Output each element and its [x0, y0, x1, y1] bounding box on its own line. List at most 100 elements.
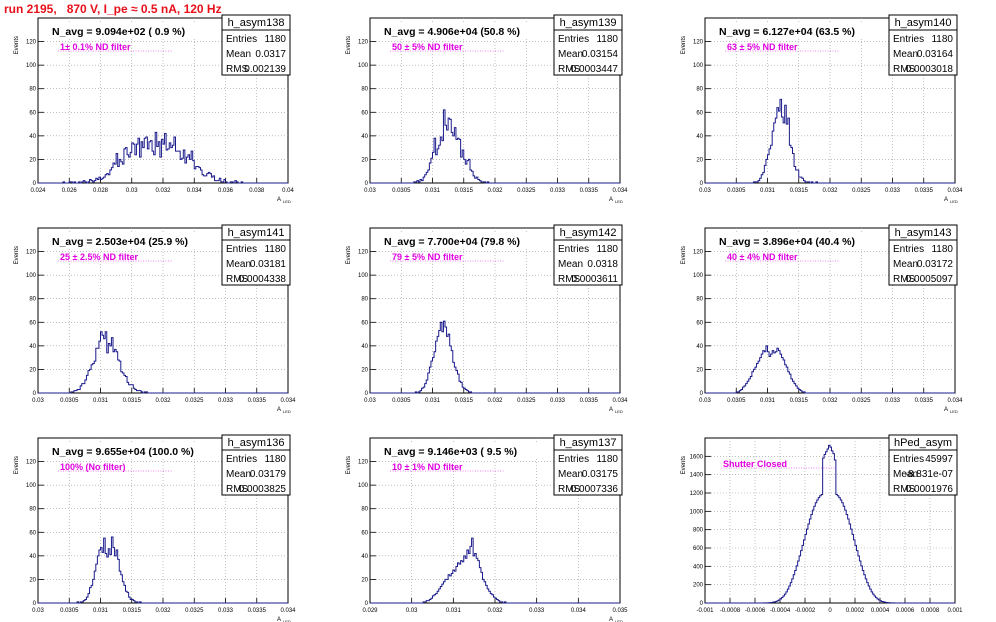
x-axis-label: A: [944, 407, 948, 413]
histogram-name: h_asym139: [560, 17, 617, 29]
n-avg-box: [378, 234, 538, 248]
x-tick-label: 0.0335: [248, 398, 267, 404]
histogram-series: [370, 109, 620, 184]
stats-value: 0.0001976: [906, 484, 954, 495]
y-tick-label: 600: [693, 546, 704, 552]
filter-label: 50 ± 5% ND filter: [392, 42, 463, 52]
y-tick-label: 40: [29, 554, 36, 560]
y-tick-label: 0: [700, 391, 704, 397]
x-tick-label: 0.03: [364, 188, 376, 194]
histogram-name: h_asym137: [560, 437, 617, 449]
histogram-panel-h_asym141: 0.03 0.0305 0.031 0.0315 0.032 0.0325 0.033 0.0…: [14, 224, 296, 414]
stats-value: 1180: [596, 34, 618, 45]
histogram-series: [38, 331, 288, 394]
y-axis-label: Events: [14, 456, 20, 474]
y-tick-label: 20: [361, 157, 368, 163]
y-tick-label: 1600: [690, 454, 704, 460]
x-axis-label: A: [277, 617, 281, 622]
n-avg-label: N_avg = 7.700e+04 (79.8 %): [384, 236, 520, 248]
stats-label: Mean: [226, 259, 251, 270]
stats-value: 0.03181: [250, 259, 287, 270]
x-tick-label: -0.0004: [770, 608, 791, 614]
x-tick-label: 0.033: [550, 398, 566, 404]
stats-value: 0.0317: [255, 49, 286, 60]
stats-value: 0.03172: [917, 259, 954, 270]
stats-label: Entries: [558, 34, 589, 45]
stats-label: RMS: [893, 484, 916, 495]
stats-value: 1180: [596, 244, 618, 255]
y-tick-label: 400: [693, 564, 704, 570]
y-tick-label: 40: [361, 134, 368, 140]
histogram-series: [705, 98, 955, 184]
x-tick-label: -0.001: [696, 608, 714, 614]
histogram-panel-h_asym143: 0.03 0.0305 0.031 0.0315 0.032 0.0325 0.033 0.0…: [681, 224, 963, 414]
n-avg-box: [378, 444, 538, 458]
stats-box: [553, 434, 623, 496]
n-avg-box: [46, 234, 206, 248]
x-tick-label: 0.03: [364, 398, 376, 404]
histogram-panel-h_asym137: 0.029 0.03 0.031 0.032 0.033 0.034 0.035 0 20 40 6…: [346, 434, 628, 622]
x-tick-label: -0.0006: [745, 608, 766, 614]
stats-value: 0.03154: [582, 49, 619, 60]
y-tick-label: 120: [358, 250, 369, 256]
histogram-series: [38, 536, 288, 604]
filter-label: 100% (No filter): [60, 462, 126, 472]
x-axis-label: A: [609, 617, 613, 622]
y-axis-label: Events: [681, 36, 687, 54]
x-tick-label: 0.0315: [790, 188, 809, 194]
x-axis-label: A: [609, 407, 613, 413]
x-tick-label: 0.034: [187, 188, 203, 194]
stats-value: 45997: [925, 454, 953, 465]
x-tick-label: 0.034: [571, 608, 587, 614]
y-tick-label: 60: [29, 110, 36, 116]
histogram-panel-h_asym136: 0.03 0.0305 0.031 0.0315 0.032 0.0325 0.033 0.0…: [14, 434, 296, 622]
y-tick-label: 100: [26, 483, 37, 489]
n-avg-label: N_avg = 4.906e+04 (50.8 %): [384, 26, 520, 38]
n-avg-label: N_avg = 6.127e+04 (63.5 %): [719, 26, 855, 38]
x-tick-label: 0.0315: [455, 188, 474, 194]
x-tick-label: 0.0325: [852, 188, 871, 194]
n-avg-box: [46, 444, 206, 458]
stats-value: 0.0007336: [571, 484, 619, 495]
histogram-panel-h_asym142: 0.03 0.0305 0.031 0.0315 0.032 0.0325 0.033 0.0…: [346, 224, 628, 414]
x-tick-label: 0.031: [760, 398, 776, 404]
x-tick-label: 0.04: [282, 188, 294, 194]
y-tick-label: 20: [29, 367, 36, 373]
stats-label: Mean: [558, 259, 583, 270]
stats-label: RMS: [226, 484, 249, 495]
y-axis-label: Events: [681, 246, 687, 264]
y-tick-label: 120: [358, 40, 369, 46]
x-tick-label: 0.0325: [185, 608, 204, 614]
y-tick-label: 80: [696, 87, 703, 93]
filter-label: 25 ± 2.5% ND filter: [60, 252, 138, 262]
y-tick-label: 100: [358, 63, 369, 69]
y-tick-label: 80: [361, 297, 368, 303]
x-tick-label: 0.001: [947, 608, 963, 614]
filter-label: 40 ± 4% ND filter: [727, 252, 798, 262]
x-tick-label: 0.031: [425, 398, 441, 404]
stats-value: 1180: [264, 454, 286, 465]
y-tick-label: 100: [26, 63, 37, 69]
y-tick-label: 80: [29, 507, 36, 513]
x-tick-label: 0.0335: [915, 188, 934, 194]
histogram-series: [370, 320, 620, 394]
stats-box: [888, 434, 958, 496]
histogram-panel-h_asym138: 0.024 0.026 0.028 0.03 0.032 0.034 0.036 0.038 0…: [14, 14, 294, 204]
histogram-name: h_asym138: [228, 17, 285, 29]
stats-box: [221, 14, 291, 76]
stats-label: Mean: [893, 49, 918, 60]
y-tick-label: 40: [696, 134, 703, 140]
x-tick-label: 0.0315: [123, 398, 142, 404]
y-tick-label: 120: [26, 40, 37, 46]
run-title: run 2195, 870 V, I_pe ≈ 0.5 nA, 120 Hz: [4, 2, 222, 16]
y-tick-label: 80: [29, 87, 36, 93]
x-tick-label: 0.0335: [915, 398, 934, 404]
y-tick-label: 100: [693, 63, 704, 69]
stats-value: 0.03164: [917, 49, 954, 60]
stats-label: Entries: [558, 454, 589, 465]
x-tick-label: 0.0325: [852, 398, 871, 404]
x-tick-label: 0.0305: [727, 398, 746, 404]
x-tick-label: 0.026: [62, 188, 78, 194]
n-avg-label: N_avg = 3.896e+04 (40.4 %): [719, 236, 855, 248]
stats-box: [553, 224, 623, 286]
